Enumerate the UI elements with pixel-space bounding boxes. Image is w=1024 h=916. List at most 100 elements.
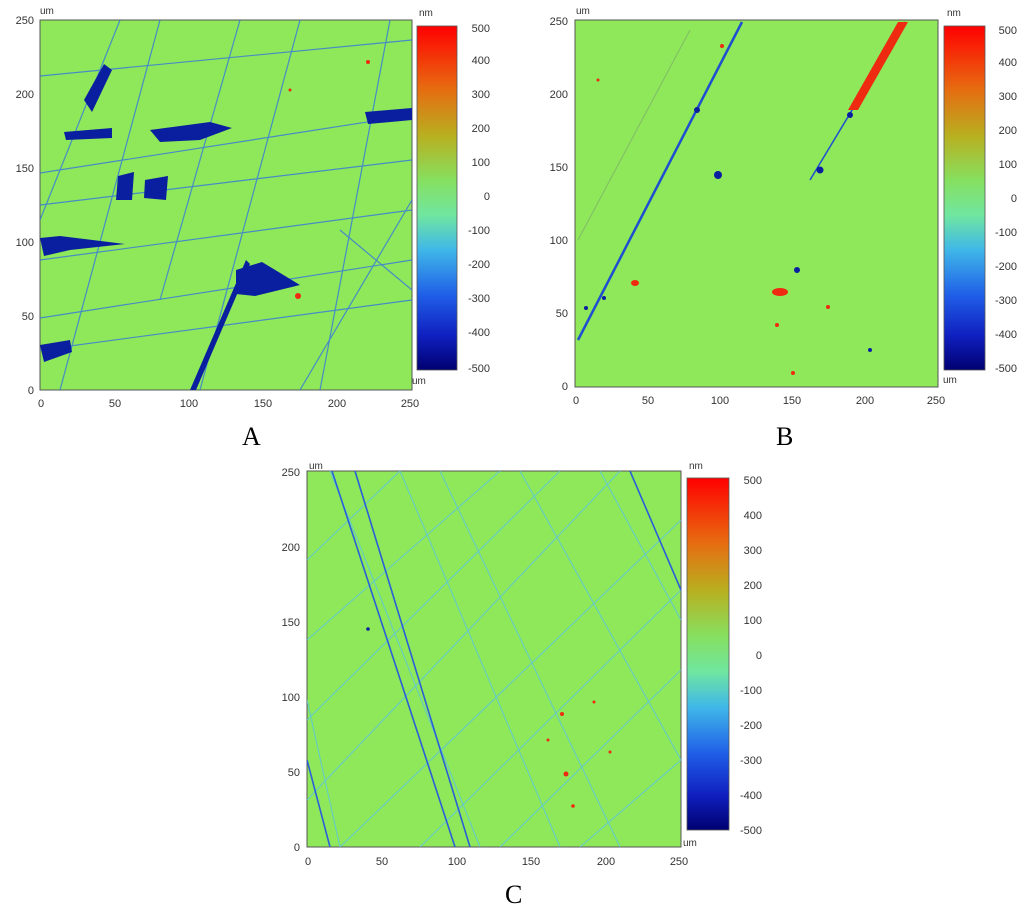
panel-c-colorbar-tick: -200 [740,720,762,732]
panel-a-colorbar-tick: 0 [484,191,490,203]
panel-c-colorbar-tick: -400 [740,790,762,802]
panel-b-map [574,19,939,388]
panel-c-x-tick: 200 [597,856,615,868]
panel-c-x-tick: 250 [670,856,688,868]
panel-b-x-tick: 250 [927,395,945,407]
panel-a-x-tick: 50 [109,398,121,410]
panel-c-colorbar-unit-top: nm [689,461,703,472]
panel-a-colorbar-tick: -400 [468,327,490,339]
panel-c-y-tick: 50 [288,767,300,779]
panel-b-x-tick: 200 [856,395,874,407]
panel-a-x-tick: 200 [328,398,346,410]
panel-c-y-tick: 100 [282,692,300,704]
panel-b-colorbar: nm um 500 400 300 200 100 0 -100 -200 -3… [943,8,1017,386]
panel-b-x-ticks: 0 50 100 150 200 250 [573,395,945,407]
panel-c-colorbar-tick: 100 [744,615,762,627]
panel-b-x-tick: 100 [711,395,729,407]
panel-a-colorbar-tick: -100 [468,225,490,237]
panel-c-y-tick: 0 [294,842,300,854]
panel-b-colorbar-tick: -400 [995,329,1017,341]
panel-c-y-tick: 200 [282,542,300,554]
panel-b-colorbar-tick: -200 [995,261,1017,273]
panel-c-x-tick: 150 [522,856,540,868]
panel-b-caption: B [776,422,794,451]
panel-c-colorbar-tick: 0 [756,650,762,662]
panel-c-colorbar-tick: -100 [740,685,762,697]
panel-b-colorbar-gradient [943,25,986,371]
panel-a-colorbar-gradient [416,25,458,371]
panel-a-y-ticks: 0 50 100 150 200 250 [16,15,34,397]
panel-a-colorbar-unit-top: nm [419,8,433,19]
panel-a-x-tick: 0 [38,398,44,410]
panel-a-x-tick: 250 [401,398,419,410]
panel-c-colorbar-tick: 500 [744,475,762,487]
panel-c-y-ticks: 0 50 100 150 200 250 [282,467,300,854]
panel-b-colorbar-tick: 300 [999,91,1017,103]
panel-a-y-tick: 50 [22,311,34,323]
panel-a-caption: A [242,422,261,451]
panel-c-x-tick: 50 [376,856,388,868]
panel-a-x-tick: 100 [180,398,198,410]
panel-a-y-tick: 150 [16,163,34,175]
panel-b-y-tick: 200 [550,89,568,101]
panel-c-x-tick: 0 [305,856,311,868]
panel-c-colorbar: nm um 500 400 300 200 100 0 -100 -200 -3… [683,461,762,849]
panel-a-colorbar-tick: -200 [468,259,490,271]
panel-c-x-unit: um [309,461,323,472]
panel-c-colorbar-tick: -300 [740,755,762,767]
panel-b: um 0 50 100 150 200 250 0 50 100 150 200… [550,6,1017,407]
panel-b-y-tick: 0 [562,381,568,393]
panel-b-x-tick: 50 [642,395,654,407]
panel-b-y-tick: 150 [550,162,568,174]
panel-b-y-tick: 100 [550,235,568,247]
panel-b-colorbar-tick: 200 [999,125,1017,137]
panel-a-surface-features [40,20,412,390]
panel-b-colorbar-tick: -500 [995,363,1017,375]
panel-c-colorbar-tick: 200 [744,580,762,592]
panel-a-y-tick: 250 [16,15,34,27]
panel-a-colorbar-tick: 300 [472,89,490,101]
panel-b-colorbar-tick: 100 [999,159,1017,171]
panel-c-y-tick: 150 [282,617,300,629]
panel-a-y-tick: 100 [16,237,34,249]
panel-c-colorbar-tick: -500 [740,825,762,837]
panel-c-colorbar-tick: 400 [744,510,762,522]
panel-a-colorbar-tick: 200 [472,123,490,135]
panel-a-colorbar-tick: -300 [468,293,490,305]
panel-b-x-tick: 0 [573,395,579,407]
panel-a-colorbar-tick: 400 [472,55,490,67]
panel-b-colorbar-tick: -300 [995,295,1017,307]
panel-c-colorbar-gradient [686,477,730,831]
panel-b-colorbar-tick: 500 [999,25,1017,37]
panel-b-surface-features [576,21,908,375]
panel-a-x-ticks: 0 50 100 150 200 250 [38,398,419,410]
panel-b-y-tick: 250 [550,16,568,28]
panel-b-x-tick: 150 [783,395,801,407]
panel-a-colorbar-tick: 500 [472,23,490,35]
panel-a-colorbar-unit-bottom: um [412,376,426,387]
panel-c-caption: C [505,880,523,909]
panel-b-colorbar-tick: 0 [1011,193,1017,205]
panel-b-y-tick: 50 [556,308,568,320]
panel-c-surface-features [307,471,681,847]
panel-b-colorbar-unit-top: nm [947,8,961,19]
panel-b-y-ticks: 0 50 100 150 200 250 [550,16,568,393]
panel-a-y-tick: 200 [16,89,34,101]
panel-a-colorbar-tick: -500 [468,363,490,375]
panel-a: um 0 50 100 150 200 250 0 50 100 150 200… [16,6,490,410]
panel-a-colorbar-tick: 100 [472,157,490,169]
panel-b-colorbar-unit-bottom: um [943,375,957,386]
panel-c-x-tick: 100 [448,856,466,868]
panel-b-colorbar-tick: 400 [999,57,1017,69]
panel-a-map [39,19,413,391]
panel-c-y-tick: 250 [282,467,300,479]
panel-a-x-tick: 150 [254,398,272,410]
panel-c-colorbar-unit-bottom: um [683,838,697,849]
panel-b-x-unit: um [576,6,590,17]
panel-c: um 0 50 100 150 200 250 0 50 100 150 200… [282,461,762,868]
panel-c-x-ticks: 0 50 100 150 200 250 [305,856,688,868]
panel-b-colorbar-tick: -100 [995,227,1017,239]
panel-a-y-tick: 0 [28,385,34,397]
panel-a-x-unit: um [40,6,54,17]
